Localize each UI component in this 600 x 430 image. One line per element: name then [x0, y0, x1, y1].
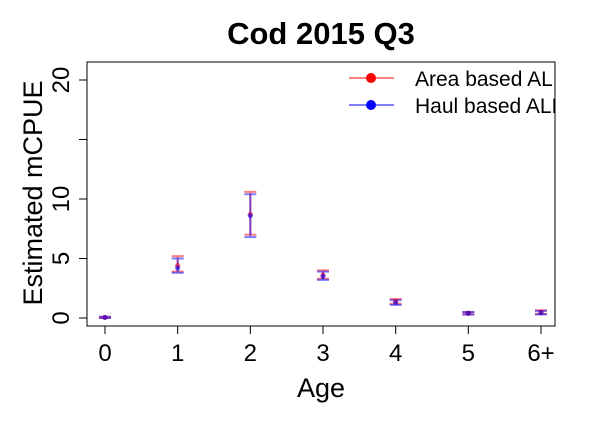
x-tick-label: 2: [244, 340, 257, 367]
data-point: [102, 314, 108, 321]
x-tick-label: 5: [462, 340, 475, 367]
legend: Area based ALK Haul based ALK: [349, 68, 567, 118]
data-point: [320, 273, 326, 279]
y-axis-label: Estimated mCPUE: [18, 80, 48, 305]
data-point: [538, 310, 544, 316]
legend-label: Area based ALK: [415, 68, 567, 91]
y-tick-label: 10: [48, 186, 75, 213]
legend-label: Haul based ALK: [415, 95, 566, 118]
data-point: [247, 213, 253, 219]
x-tick-label: 3: [316, 340, 329, 367]
x-axis: 0 1 2 3 4 5 6+: [98, 326, 555, 367]
x-tick-label: 0: [98, 340, 111, 367]
x-tick-label: 4: [389, 340, 402, 367]
legend-marker: [366, 73, 376, 83]
x-tick-label: 6+: [527, 340, 554, 367]
data-point: [393, 299, 399, 306]
x-tick-label: 1: [171, 340, 184, 367]
plot-area: [86, 61, 556, 327]
y-tick-label: 5: [48, 252, 75, 265]
y-tick-label: 20: [48, 67, 75, 94]
legend-item: Area based ALK: [349, 68, 567, 91]
series-1: [99, 190, 547, 319]
data-point: [175, 265, 181, 271]
x-axis-label: Age: [297, 373, 345, 403]
data-point: [465, 310, 471, 316]
y-tick-label: 0: [48, 311, 75, 324]
y-axis: 0 5 10 20: [48, 67, 87, 325]
legend-marker: [366, 100, 376, 110]
plot-frame: [86, 61, 556, 327]
chart-title: Cod 2015 Q3: [227, 16, 415, 51]
legend-item: Haul based ALK: [349, 95, 566, 118]
series-2: [99, 193, 547, 319]
